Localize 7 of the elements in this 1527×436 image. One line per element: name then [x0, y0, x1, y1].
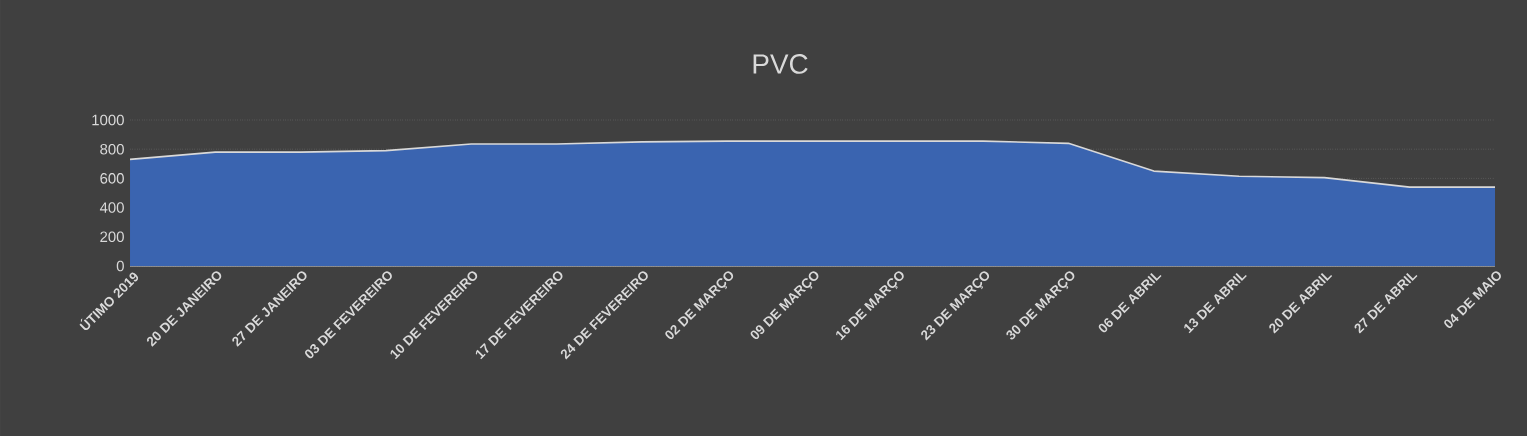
chart-title: PVC: [753, 54, 808, 74]
y-tick-label: 0: [116, 260, 124, 272]
y-tick-label: 200: [100, 231, 124, 243]
y-tick-label: 800: [100, 143, 124, 155]
y-tick-label: 400: [99, 202, 124, 213]
y-tick-label: 600: [100, 173, 124, 184]
y-tick-label: 1000: [92, 114, 124, 126]
